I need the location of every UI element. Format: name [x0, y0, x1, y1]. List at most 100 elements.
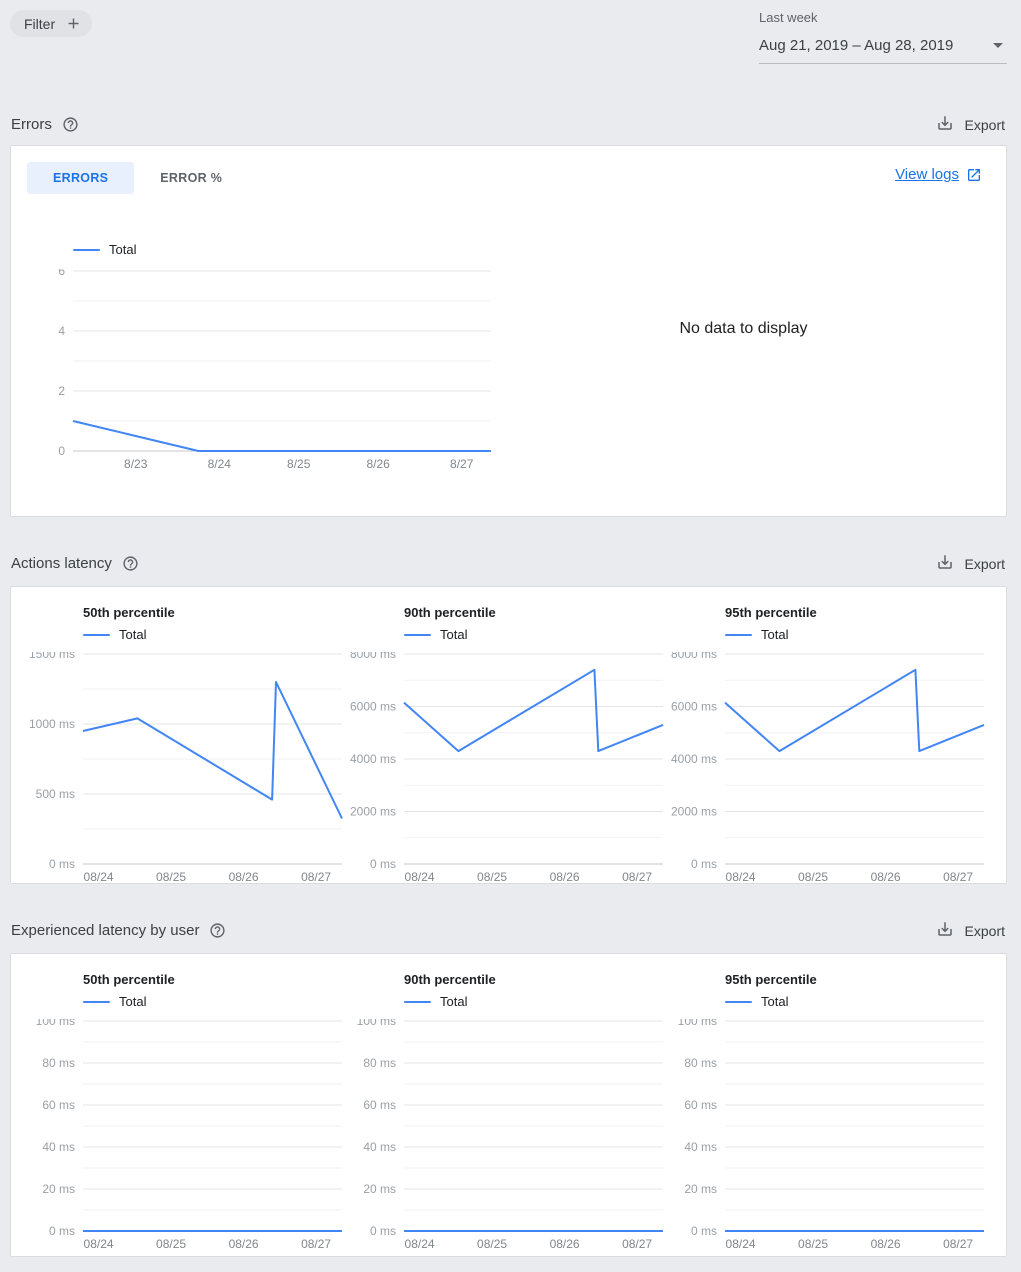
svg-text:08/24: 08/24	[726, 870, 756, 884]
svg-text:2000 ms: 2000 ms	[671, 805, 717, 819]
dropdown-caret-icon	[993, 43, 1003, 48]
legend-line-swatch	[404, 633, 431, 636]
tab-error-percent[interactable]: ERROR %	[160, 171, 223, 185]
svg-text:20 ms: 20 ms	[42, 1182, 75, 1196]
tab-errors[interactable]: ERRORS	[27, 162, 135, 194]
svg-text:0 ms: 0 ms	[691, 1224, 717, 1238]
svg-text:08/27: 08/27	[943, 1237, 973, 1251]
view-logs-label: View logs	[895, 166, 959, 183]
line-chart: 0 ms 2000 ms 4000 ms 6000 ms 8000 ms 08/24 08/…	[669, 647, 990, 884]
svg-text:6000 ms: 6000 ms	[350, 700, 396, 714]
errors-export-label: Export	[964, 116, 1005, 133]
errors-section-title: Errors	[11, 116, 52, 133]
errors-line-chart: 0 2 4 6 8/23 8/24 8/25 8/26 8/27	[37, 264, 497, 479]
svg-text:08/24: 08/24	[84, 1237, 114, 1251]
chart-legend: Total	[404, 994, 669, 1009]
svg-text:08/25: 08/25	[477, 870, 507, 884]
line-chart: 0 ms 20 ms 40 ms 60 ms 80 ms 100 ms 08/24 08/25…	[27, 1014, 348, 1256]
errors-chart-legend: Total	[73, 242, 497, 257]
experienced-latency-export-button[interactable]: Export	[936, 920, 1005, 941]
legend-line-swatch	[725, 633, 752, 636]
svg-text:100 ms: 100 ms	[357, 1019, 396, 1028]
date-range-value: Aug 21, 2019 – Aug 28, 2019	[759, 37, 954, 54]
actions-latency-section-title: Actions latency	[11, 555, 112, 572]
chart-title: 90th percentile	[404, 972, 496, 987]
legend-line-swatch	[83, 1000, 110, 1003]
svg-text:80 ms: 80 ms	[42, 1056, 75, 1070]
svg-text:8/24: 8/24	[208, 457, 232, 471]
svg-text:0 ms: 0 ms	[691, 857, 717, 871]
svg-text:08/27: 08/27	[622, 1237, 652, 1251]
svg-text:08/24: 08/24	[84, 870, 114, 884]
experienced-latency-section-header: Experienced latency by user Export	[11, 920, 1005, 941]
svg-text:0: 0	[58, 444, 65, 458]
svg-text:8/23: 8/23	[124, 457, 148, 471]
line-chart: 0 ms 20 ms 40 ms 60 ms 80 ms 100 ms 08/24 08/25…	[348, 1014, 669, 1256]
legend-line-swatch	[404, 1000, 431, 1003]
errors-card: ERRORS ERROR % View logs Total 0 2 4 6 8/23 8…	[10, 145, 1007, 517]
external-link-icon	[966, 167, 982, 183]
svg-text:08/27: 08/27	[301, 1237, 331, 1251]
download-icon	[936, 920, 954, 941]
svg-text:40 ms: 40 ms	[684, 1140, 717, 1154]
svg-text:100 ms: 100 ms	[36, 1019, 75, 1028]
svg-text:20 ms: 20 ms	[684, 1182, 717, 1196]
svg-text:8/25: 8/25	[287, 457, 311, 471]
svg-text:08/26: 08/26	[550, 1237, 580, 1251]
help-icon[interactable]	[209, 922, 226, 939]
chart-title: 50th percentile	[83, 605, 175, 620]
svg-text:80 ms: 80 ms	[363, 1056, 396, 1070]
line-chart: 0 ms 20 ms 40 ms 60 ms 80 ms 100 ms 08/24 08/25…	[669, 1014, 990, 1256]
svg-text:0 ms: 0 ms	[49, 1224, 75, 1238]
svg-text:08/25: 08/25	[798, 870, 828, 884]
top-bar: Filter Last week Aug 21, 2019 – Aug 28, …	[10, 10, 1007, 64]
chart-actions-latency-90th: 90th percentile Total 0 ms 2000 ms 4000 ms…	[348, 599, 669, 883]
svg-text:4000 ms: 4000 ms	[671, 752, 717, 766]
errors-section-header: Errors Export	[11, 114, 1005, 135]
svg-text:6: 6	[58, 269, 65, 278]
chart-experienced-latency-95th: 95th percentile Total 0 ms 20 ms 40 ms 60 m…	[669, 966, 990, 1251]
no-data-message: No data to display	[679, 319, 808, 337]
chart-actions-latency-95th: 95th percentile Total 0 ms 2000 ms 4000 ms…	[669, 599, 990, 883]
errors-export-button[interactable]: Export	[936, 114, 1005, 135]
plus-icon	[65, 15, 82, 32]
line-chart: 0 ms 500 ms 1000 ms 1500 ms 08/24 08/25 08/26 0…	[27, 647, 348, 884]
legend-label: Total	[440, 627, 468, 642]
svg-text:40 ms: 40 ms	[363, 1140, 396, 1154]
help-icon[interactable]	[122, 555, 139, 572]
actions-latency-export-label: Export	[964, 555, 1005, 572]
date-range-picker[interactable]: Last week Aug 21, 2019 – Aug 28, 2019	[759, 10, 1007, 64]
svg-text:08/27: 08/27	[943, 870, 973, 884]
download-icon	[936, 114, 954, 135]
svg-text:0 ms: 0 ms	[49, 857, 75, 871]
svg-text:8/27: 8/27	[450, 457, 474, 471]
svg-text:2: 2	[58, 384, 65, 398]
legend-line-swatch	[83, 633, 110, 636]
chart-title: 95th percentile	[725, 972, 817, 987]
chart-experienced-latency-50th: 50th percentile Total 0 ms 20 ms 40 ms 60 m…	[27, 966, 348, 1251]
legend-line-swatch	[73, 248, 100, 251]
experienced-latency-export-label: Export	[964, 922, 1005, 939]
svg-text:8000 ms: 8000 ms	[671, 652, 717, 661]
view-logs-link[interactable]: View logs	[895, 166, 982, 183]
errors-chart-block: Total 0 2 4 6 8/23 8/24 8/25 8/26 8/27	[37, 208, 497, 479]
chart-legend: Total	[83, 627, 348, 642]
svg-text:8000 ms: 8000 ms	[350, 652, 396, 661]
svg-text:08/27: 08/27	[301, 870, 331, 884]
actions-latency-export-button[interactable]: Export	[936, 553, 1005, 574]
legend-label: Total	[440, 994, 468, 1009]
svg-text:08/24: 08/24	[405, 870, 435, 884]
svg-text:08/26: 08/26	[229, 870, 259, 884]
svg-text:08/25: 08/25	[477, 1237, 507, 1251]
actions-latency-section-header: Actions latency Export	[11, 553, 1005, 574]
svg-text:08/26: 08/26	[871, 870, 901, 884]
help-icon[interactable]	[62, 116, 79, 133]
chart-legend: Total	[404, 627, 669, 642]
svg-text:08/24: 08/24	[405, 1237, 435, 1251]
chart-actions-latency-50th: 50th percentile Total 0 ms 500 ms 1000 ms 1…	[27, 599, 348, 883]
svg-text:08/25: 08/25	[798, 1237, 828, 1251]
svg-text:1500 ms: 1500 ms	[29, 652, 75, 661]
svg-text:40 ms: 40 ms	[42, 1140, 75, 1154]
svg-text:60 ms: 60 ms	[684, 1098, 717, 1112]
filter-button[interactable]: Filter	[10, 10, 93, 37]
